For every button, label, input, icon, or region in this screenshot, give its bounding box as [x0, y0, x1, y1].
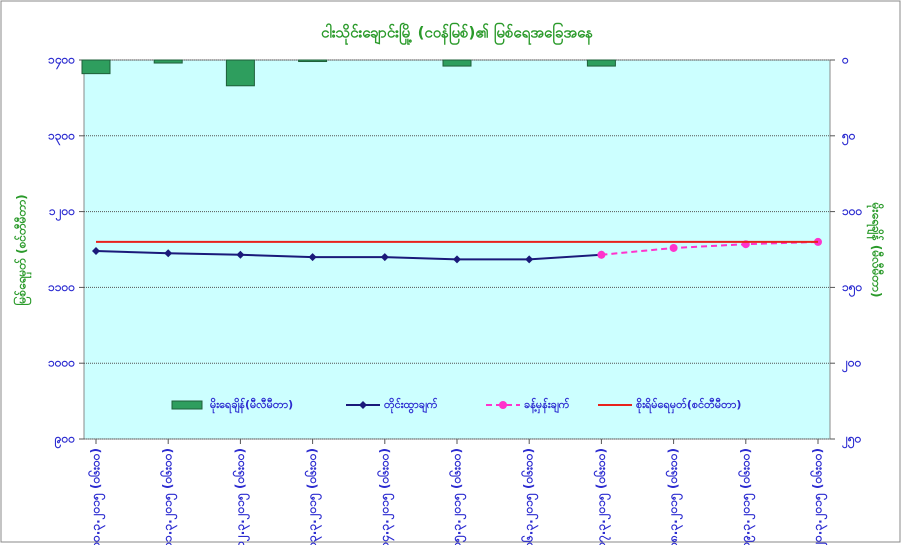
marker — [453, 255, 461, 264]
x-tick-label: ၁၀.၃.၂၀၁၅ (၀၆း၀၀) — [87, 448, 107, 545]
x-tick-label: ၁၄.၃.၂၀၁၅ (၀၆း၀၀) — [375, 448, 395, 545]
x-tick-label: ၁၆.၃.၂၀၁၅ (၀၆း၀၀) — [520, 448, 540, 545]
marker — [236, 250, 245, 259]
marker — [669, 243, 678, 252]
y-tick-label: ၁၁၀၀ — [48, 280, 75, 294]
x-tick-label: ၁၃.၃.၂၀၁၅ (၀၆း၀၀) — [303, 448, 323, 545]
legend-label: မိုးရေချိန်(မီလီမီတာ) — [210, 397, 293, 414]
marker — [92, 247, 100, 256]
marker — [525, 255, 534, 264]
y2-tick-label: ၅၀ — [841, 128, 856, 146]
y2-axis-label: မိုးရေချိန် (မီလီမီတာ) — [866, 202, 886, 298]
bar — [298, 59, 328, 63]
x-tick-label: ၁၅.၃.၂၀၁၅ (၀၆း၀၀) — [448, 448, 468, 545]
legend-marker — [359, 401, 367, 409]
x-tick-label: ၁၇.၃.၂၀၁၅ (၀၆း၀၀) — [592, 448, 612, 545]
legend-label: စိုးရိမ်ရေမှတ်(စင်တီမီတာ) — [636, 397, 741, 414]
y2-tick-label: ၀ — [841, 53, 849, 67]
marker — [164, 249, 173, 258]
x-tick-label: ၁၈.၃.၂၀၁၅ (၀၆း၀၀) — [664, 448, 684, 545]
marker — [308, 253, 317, 262]
y2-tick-label: ၁၅၀ — [842, 280, 863, 298]
line-series — [95, 250, 602, 261]
y-tick-label: ၁၃၀၀ — [48, 128, 75, 146]
bar — [81, 59, 111, 75]
x-tick-label: ၁၉.၃.၂၀၁၅ (၀၆း၀၀) — [736, 448, 756, 545]
y2-tick-label: ၁၀၀ — [842, 204, 863, 218]
line-series — [601, 240, 819, 256]
y-tick-label: ၉၀၀ — [54, 432, 76, 450]
y2-tick-label: ၂၅၀ — [841, 432, 862, 450]
legend-swatch — [171, 400, 203, 410]
bar — [225, 59, 255, 87]
bar — [442, 59, 472, 67]
legend-label: တိုင်းထွာချက် — [384, 397, 438, 414]
plot-area — [83, 59, 831, 440]
y-axis-label: မြစ်ရေမှတ် (စင်တီမီတာ) — [12, 194, 33, 305]
y2-tick-label: ၂၀၀ — [841, 356, 862, 374]
x-tick-label: ၂၀.၃.၂၀၁၅ (၀၆း၀၀) — [809, 448, 829, 545]
marker — [380, 253, 389, 262]
y-tick-label: ၁၂၀၀ — [49, 204, 75, 222]
legend-marker — [499, 401, 507, 409]
y-tick-label: ၁၀၀၀ — [48, 356, 75, 370]
bar — [153, 59, 183, 64]
y-tick-label: ၁၄၀၀ — [48, 53, 75, 71]
x-tick-label: ၁၁.၃.၂၀၁၅ (၀၆း၀၀) — [159, 448, 179, 545]
marker — [597, 250, 606, 259]
x-tick-label: ၁၂.၃.၂၀၁၅ (၀၆း၀၀) — [231, 448, 251, 545]
legend-label: ခန့်မှန်းချက် — [524, 397, 570, 414]
bar — [586, 59, 616, 67]
